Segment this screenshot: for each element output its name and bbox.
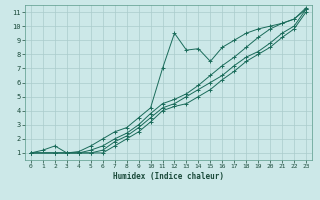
X-axis label: Humidex (Indice chaleur): Humidex (Indice chaleur) bbox=[113, 172, 224, 181]
